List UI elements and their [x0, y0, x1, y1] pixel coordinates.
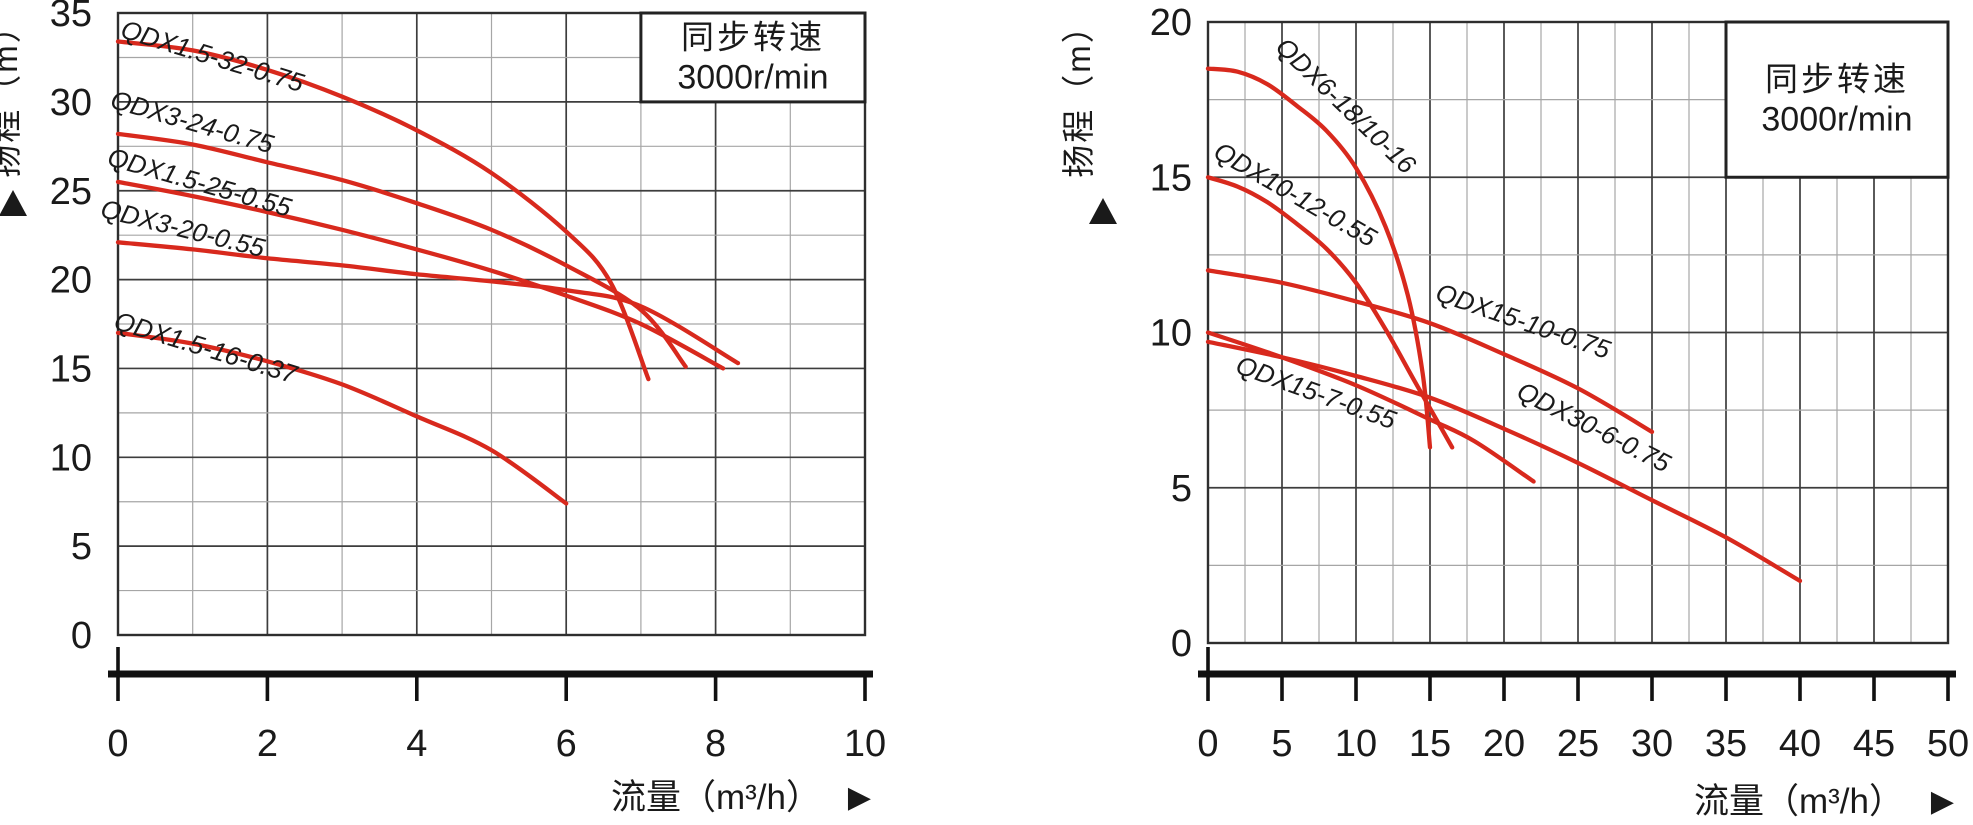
y-tick-label: 10 — [50, 437, 92, 479]
x-tick-label: 35 — [1705, 723, 1747, 765]
y-axis-title: 扬程（m） — [1060, 8, 1097, 178]
y-tick-label: 30 — [50, 82, 92, 124]
curve-QDX15-10-0.75 — [1205, 268, 1655, 435]
chart-left: 同步转速3000r/minQDX1.5-32-0.75QDX3-24-0.75Q… — [0, 0, 886, 817]
x-tick-label: 45 — [1853, 723, 1895, 765]
curve-label: QDX1.5-32-0.75 — [118, 14, 308, 98]
y-axis-title: 扬程（m） — [0, 8, 24, 178]
x-axis: 0 2 4 6 8 10 — [107, 647, 886, 765]
x-tick-label: 10 — [844, 723, 886, 765]
curve-QDX3-24-0.75 — [115, 131, 688, 369]
curve-label: QDX15-10-0.75 — [1432, 277, 1614, 365]
rpm-label-line2: 3000r/min — [1761, 101, 1912, 139]
rpm-label-line1: 同步转速 — [1765, 61, 1909, 98]
x-tick-label: 0 — [107, 723, 128, 765]
y-tick-label: 25 — [50, 171, 92, 213]
curve-QDX30-6-0.75 — [1205, 339, 1803, 584]
x-tick-label: 40 — [1779, 723, 1821, 765]
x-axis-arrow-icon: ▶ — [848, 781, 871, 814]
curve-label: QDX1.5-16-0.37 — [111, 305, 302, 389]
y-tick-label: 15 — [1150, 157, 1192, 199]
rpm-box-frame — [1724, 20, 1950, 179]
rpm-box-frame — [639, 11, 867, 104]
curve-QDX3-20-0.55 — [115, 240, 741, 366]
x-tick-label: 25 — [1557, 723, 1599, 765]
curve-QDX1.5-32-0.75 — [115, 39, 651, 382]
curves — [115, 39, 741, 506]
plot-border — [116, 11, 867, 637]
y-tick-label: 20 — [1150, 2, 1192, 44]
y-tick-label: 20 — [50, 260, 92, 302]
x-tick-label: 6 — [556, 723, 577, 765]
x-tick-label: 20 — [1483, 723, 1525, 765]
y-tick-label: 10 — [1150, 313, 1192, 355]
x-tick-label: 10 — [1335, 723, 1377, 765]
curve-QDX1.5-16-0.37 — [115, 330, 569, 506]
curve-QDX10-12-0.55 — [1205, 175, 1455, 450]
grid — [118, 13, 865, 635]
y-tick-label: 0 — [1171, 623, 1192, 665]
y-axis-arrow-icon — [0, 190, 27, 216]
curve-label: QDX6-18/10-16 — [1270, 32, 1422, 180]
x-tick-label: 8 — [705, 723, 726, 765]
x-tick-label: 2 — [257, 723, 278, 765]
chart-right: 同步转速3000r/minQDX6-18/10-16QDX10-12-0.55Q… — [1060, 2, 1969, 821]
curve-QDX6-18/10-16 — [1205, 66, 1433, 450]
y-axis-arrow-icon — [1089, 198, 1117, 224]
y-tick-label: 5 — [1171, 468, 1192, 510]
y-tick-label: 5 — [71, 526, 92, 568]
x-axis-title: 流量（m³/h） — [611, 778, 821, 817]
y-tick-label: 35 — [50, 0, 92, 35]
y-tick-label: 15 — [50, 348, 92, 390]
curves — [1205, 66, 1803, 584]
x-tick-label: 30 — [1631, 723, 1673, 765]
x-tick-label: 5 — [1271, 723, 1292, 765]
rpm-label-line2: 3000r/min — [677, 58, 828, 96]
x-tick-label: 50 — [1927, 723, 1969, 765]
x-tick-label: 15 — [1409, 723, 1451, 765]
x-tick-label: 0 — [1197, 723, 1218, 765]
rpm-label-line1: 同步转速 — [681, 18, 825, 55]
y-tick-label: 0 — [71, 615, 92, 657]
x-tick-label: 4 — [406, 723, 427, 765]
x-axis-title: 流量（m³/h） — [1694, 782, 1904, 821]
x-axis-arrow-icon: ▶ — [1931, 785, 1954, 818]
curve-QDX1.5-25-0.55 — [115, 179, 726, 371]
x-axis: 0 5 10 15 20 25 30 35 40 45 50 — [1197, 647, 1969, 765]
